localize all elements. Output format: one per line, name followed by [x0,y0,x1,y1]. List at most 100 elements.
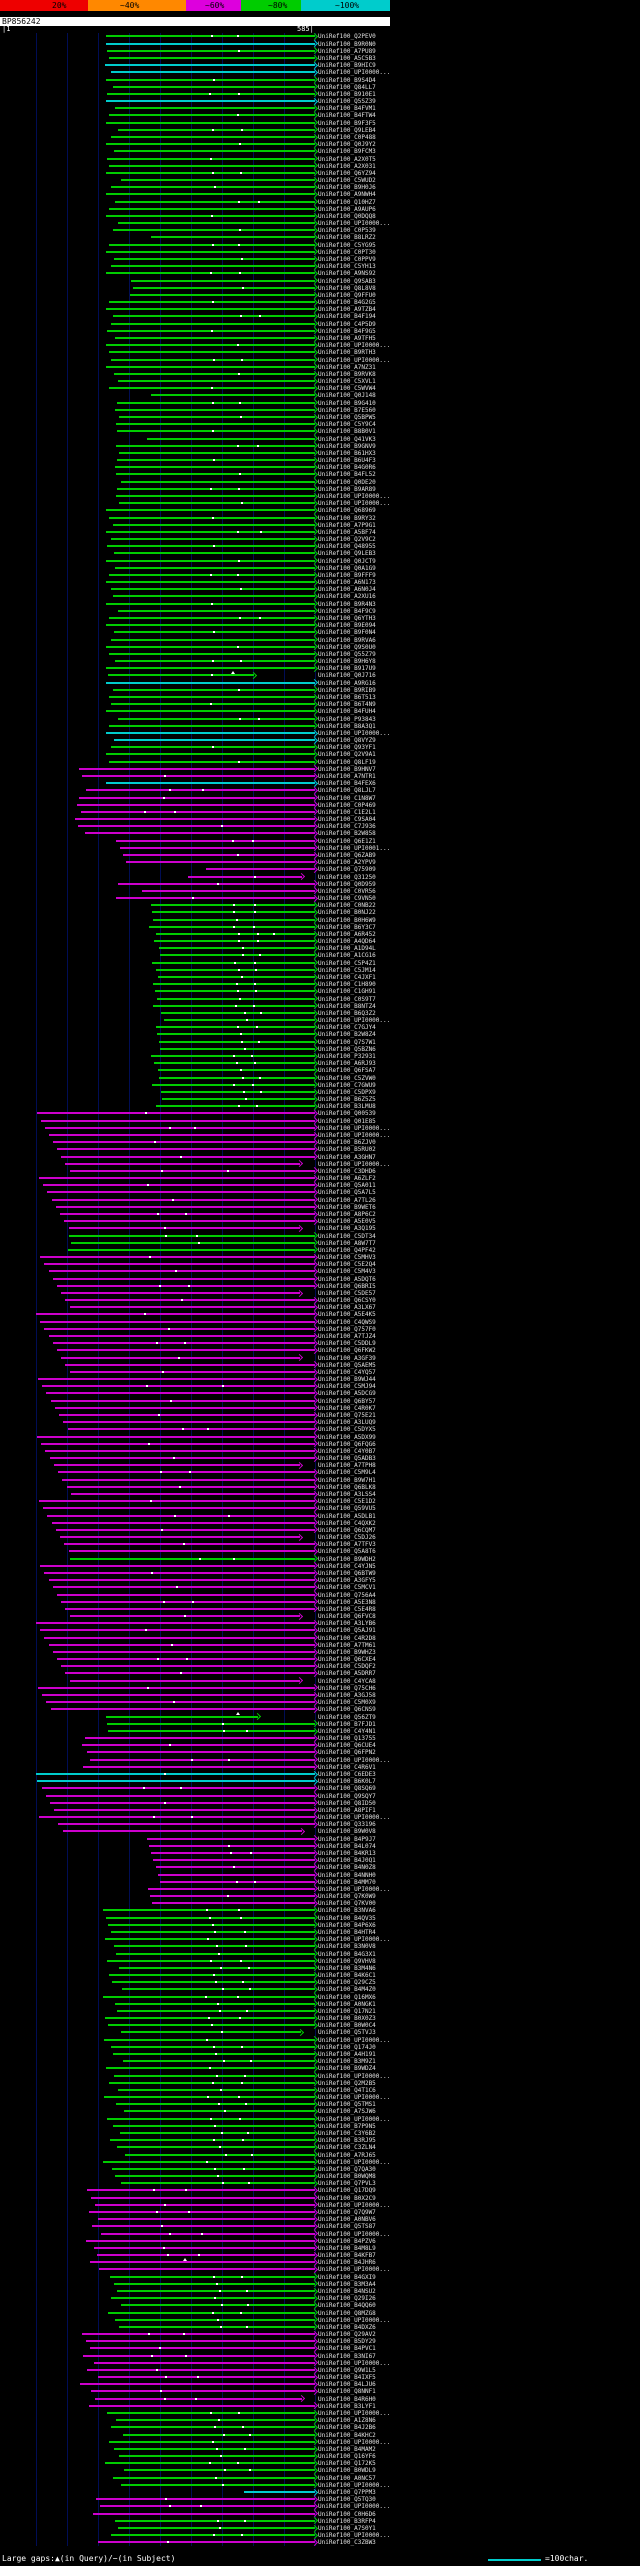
hit-label[interactable]: UniRef100_C0P488 [318,133,376,141]
hit-bar[interactable] [120,179,315,181]
hit-label[interactable]: UniRef100_Q6BY57 [318,1397,376,1405]
hit-bar[interactable] [50,1399,315,1402]
hit-bar[interactable] [65,1672,315,1675]
hit-label[interactable]: UniRef100_A2YPV9 [318,859,376,867]
hit-bar[interactable] [35,1313,315,1316]
hit-label[interactable]: UniRef100_B0WQM8 [318,2173,376,2180]
hit-label[interactable]: UniRef100_C5Y9C4 [318,421,376,429]
hit-label[interactable]: UniRef100_B7P9N5 [318,2122,376,2130]
hit-bar[interactable] [105,602,315,605]
hit-label[interactable]: UniRef100_C0P469 [318,801,376,809]
hit-label[interactable]: UniRef100_C5WUD2 [318,177,376,184]
hit-label[interactable]: UniRef100_Q6BRI5 [318,1282,376,1290]
hit-label[interactable]: UniRef100_B3M9Z1 [318,2058,376,2066]
hit-bar[interactable] [114,2519,315,2522]
hit-bar[interactable] [48,1133,315,1136]
hit-label[interactable]: UniRef100_Q48955 [318,543,376,551]
hit-label[interactable]: UniRef100_B9H6Y8 [318,658,376,666]
hit-label[interactable]: UniRef100_A5DQT6 [318,1275,376,1283]
hit-label[interactable]: UniRef100_A9NS92 [318,270,376,278]
hit-bar[interactable] [94,2246,315,2249]
hit-bar[interactable] [66,1485,315,1488]
hit-label[interactable]: UniRef100_C1E2L1 [318,808,376,816]
hit-bar[interactable] [115,2318,315,2321]
hit-bar[interactable] [78,825,315,828]
hit-label[interactable]: UniRef100_Q31250 [318,873,376,881]
hit-label[interactable]: UniRef100_B9RIB9 [318,686,376,694]
hit-label[interactable]: UniRef100_UPI0000... [318,2532,391,2539]
hit-label[interactable]: UniRef100_A4QD64 [318,938,376,946]
hit-bar[interactable] [87,2189,315,2192]
hit-bar[interactable] [123,2110,315,2113]
hit-bar[interactable] [47,1191,315,1194]
hit-bar[interactable] [64,1543,315,1546]
hit-label[interactable]: UniRef100_B9WDH2 [318,1555,376,1563]
hit-bar[interactable] [61,1665,315,1668]
hit-bar[interactable] [153,983,315,986]
hit-bar[interactable] [44,1263,315,1266]
hit-bar[interactable] [69,1679,300,1682]
hit-label[interactable]: UniRef100_C4R2D8 [318,1634,376,1642]
hit-label[interactable]: UniRef100_B3LMU8 [318,1103,376,1111]
hit-label[interactable]: UniRef100_Q5TQ30 [318,2496,376,2504]
hit-bar[interactable] [118,2325,315,2328]
hit-bar[interactable] [108,617,315,619]
hit-bar[interactable] [118,1966,315,1969]
hit-label[interactable]: UniRef100_Q5A7L5 [318,1189,376,1197]
hit-label[interactable]: UniRef100_Q5A011 [318,1182,376,1190]
hit-bar[interactable] [108,724,315,727]
hit-bar[interactable] [152,961,315,964]
hit-label[interactable]: UniRef100_C0H6D6 [318,2510,376,2518]
hit-label[interactable]: UniRef100_Q8LF19 [318,758,376,766]
hit-label[interactable]: UniRef100_C9SA04 [318,816,376,823]
hit-label[interactable]: UniRef100_Q7PPM3 [318,2489,376,2496]
hit-label[interactable]: UniRef100_Q6FKW2 [318,1347,376,1355]
hit-label[interactable]: UniRef100_C7J936 [318,823,376,831]
hit-bar[interactable] [107,545,315,548]
hit-label[interactable]: UniRef100_Q172K5 [318,2460,376,2468]
hit-bar[interactable] [111,186,315,189]
hit-label[interactable]: UniRef100_B0X0Z3 [318,2015,376,2023]
hit-label[interactable]: UniRef100_UPI0000... [318,2359,391,2367]
hit-bar[interactable] [81,810,315,813]
hit-label[interactable]: UniRef100_A5E0V5 [318,1218,376,1226]
hit-bar[interactable] [51,1521,315,1524]
hit-bar[interactable] [48,1270,315,1273]
hit-label[interactable]: UniRef100_B3LYF1 [318,2402,376,2410]
hit-bar[interactable] [88,2404,315,2407]
hit-label[interactable]: UniRef100_B3RJ95 [318,2137,376,2145]
hit-label[interactable]: UniRef100_Q33196 [318,1821,376,1829]
hit-bar[interactable] [117,2526,315,2529]
hit-bar[interactable] [95,2397,302,2400]
hit-bar[interactable] [116,494,315,497]
hit-bar[interactable] [105,753,315,756]
hit-label[interactable]: UniRef100_B6ZJV0 [318,1139,376,1147]
hit-bar[interactable] [37,1686,315,1689]
hit-bar[interactable] [108,351,315,354]
hit-label[interactable]: UniRef100_C4JXF1 [318,974,376,981]
hit-bar[interactable] [105,2017,315,2020]
hit-label[interactable]: UniRef100_Q9S0U0 [318,643,376,651]
hit-label[interactable]: UniRef100_B9F3F5 [318,119,376,127]
hit-label[interactable]: UniRef100_A5DX99 [318,1433,376,1441]
hit-label[interactable]: UniRef100_B4LJU6 [318,2381,376,2389]
hit-label[interactable]: UniRef100_Q41VK3 [318,435,376,443]
hit-bar[interactable] [117,717,315,720]
hit-bar[interactable] [152,1902,315,1905]
hit-label[interactable]: UniRef100_Q6FVC8 [318,1613,376,1620]
hit-bar[interactable] [108,56,315,59]
hit-label[interactable]: UniRef100_Q5TMS1 [318,2101,376,2109]
hit-label[interactable]: UniRef100_Q0DQQ8 [318,212,376,220]
hit-bar[interactable] [110,2534,315,2536]
hit-bar[interactable] [108,2440,315,2443]
hit-label[interactable]: UniRef100_UPI0000... [318,1814,391,1821]
hit-label[interactable]: UniRef100_A8PIF1 [318,1806,376,1814]
hit-label[interactable]: UniRef100_Q16MX6 [318,1993,376,2001]
hit-bar[interactable] [157,1033,315,1036]
hit-label[interactable]: UniRef100_UPI0000... [318,2201,391,2209]
hit-label[interactable]: UniRef100_A9TZB4 [318,306,376,314]
hit-label[interactable]: UniRef100_UPI0000... [318,2072,391,2080]
hit-bar[interactable] [52,1141,315,1144]
hit-bar[interactable] [147,437,315,440]
hit-label[interactable]: UniRef100_B9WET6 [318,1203,376,1211]
